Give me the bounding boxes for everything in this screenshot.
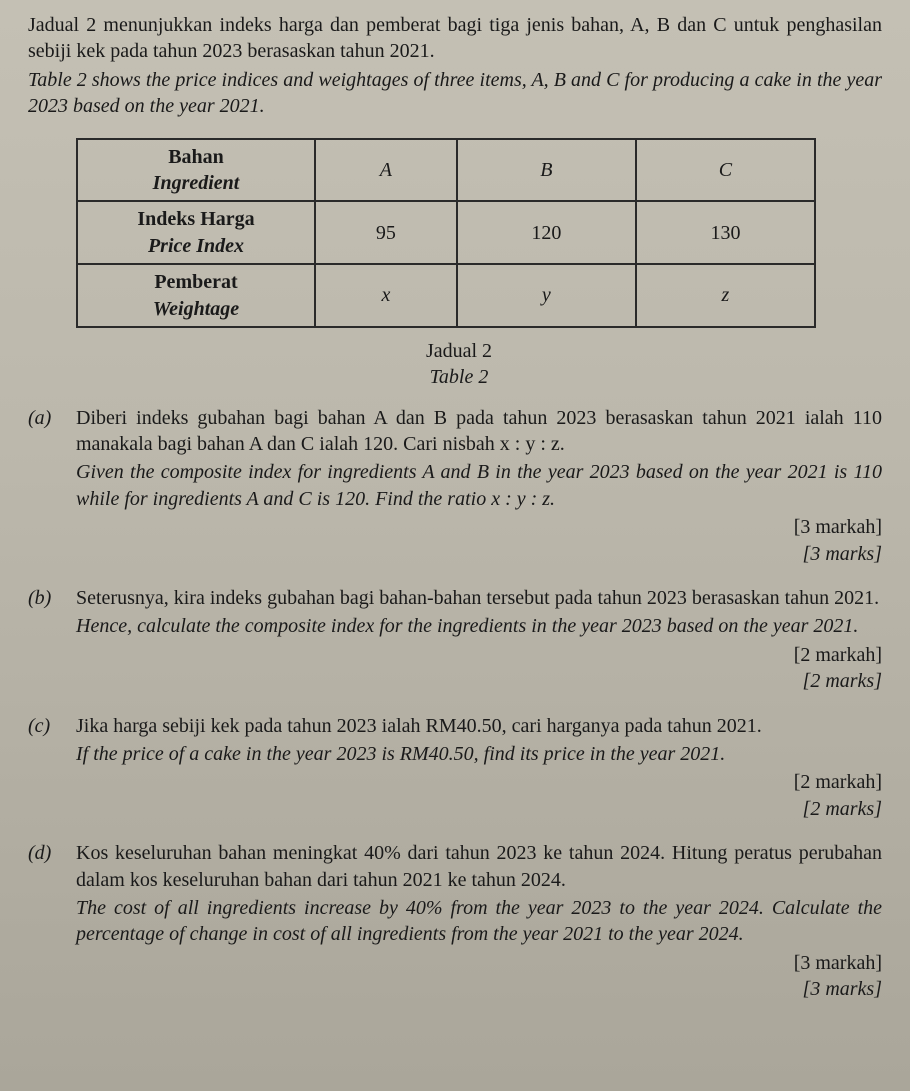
marks-block: [3 markah] [3 marks] <box>76 950 882 1003</box>
question-body: Seterusnya, kira indeks gubahan bagi bah… <box>76 585 882 695</box>
marks-block: [2 markah] [2 marks] <box>76 642 882 695</box>
marks-en: [3 marks] <box>76 976 882 1002</box>
cell-b1: 120 <box>457 201 636 264</box>
question-b: (b) Seterusnya, kira indeks gubahan bagi… <box>28 585 882 695</box>
question-bm: Jika harga sebiji kek pada tahun 2023 ia… <box>76 713 882 739</box>
intro-bm: Jadual 2 menunjukkan indeks harga dan pe… <box>28 12 882 65</box>
question-body: Diberi indeks gubahan bagi bahan A dan B… <box>76 405 882 567</box>
marks-block: [3 markah] [3 marks] <box>76 514 882 567</box>
question-en: The cost of all ingredients increase by … <box>76 895 882 948</box>
question-en: If the price of a cake in the year 2023 … <box>76 741 882 767</box>
row1-head: Indeks Harga Price Index <box>77 201 315 264</box>
header-bm: Bahan <box>86 144 306 170</box>
marks-bm: [3 markah] <box>76 514 882 540</box>
question-label: (a) <box>28 405 76 567</box>
exam-page: Jadual 2 menunjukkan indeks harga dan pe… <box>0 0 910 1091</box>
row1-bm: Indeks Harga <box>86 206 306 232</box>
table-row: Indeks Harga Price Index 95 120 130 <box>77 201 815 264</box>
marks-bm: [2 markah] <box>76 769 882 795</box>
row1-en: Price Index <box>86 233 306 259</box>
table-row: Pemberat Weightage x y z <box>77 264 815 327</box>
caption-en: Table 2 <box>36 364 882 390</box>
col-a: A <box>315 139 457 202</box>
header-en: Ingredient <box>86 170 306 196</box>
question-en: Hence, calculate the composite index for… <box>76 613 882 639</box>
marks-en: [3 marks] <box>76 541 882 567</box>
row2-bm: Pemberat <box>86 269 306 295</box>
marks-en: [2 marks] <box>76 796 882 822</box>
question-label: (d) <box>28 840 76 1002</box>
question-c: (c) Jika harga sebiji kek pada tahun 202… <box>28 713 882 823</box>
marks-bm: [3 markah] <box>76 950 882 976</box>
question-bm: Kos keseluruhan bahan meningkat 40% dari… <box>76 840 882 893</box>
question-label: (b) <box>28 585 76 695</box>
cell-b2: y <box>457 264 636 327</box>
row2-en: Weightage <box>86 296 306 322</box>
col-b: B <box>457 139 636 202</box>
marks-en: [2 marks] <box>76 668 882 694</box>
header-cell: Bahan Ingredient <box>77 139 315 202</box>
cell-a1: 95 <box>315 201 457 264</box>
question-bm: Diberi indeks gubahan bagi bahan A dan B… <box>76 405 882 458</box>
question-d: (d) Kos keseluruhan bahan meningkat 40% … <box>28 840 882 1002</box>
cell-c2: z <box>636 264 815 327</box>
price-index-table: Bahan Ingredient A B C Indeks Harga Pric… <box>76 138 816 328</box>
cell-c1: 130 <box>636 201 815 264</box>
question-body: Jika harga sebiji kek pada tahun 2023 ia… <box>76 713 882 823</box>
question-body: Kos keseluruhan bahan meningkat 40% dari… <box>76 840 882 1002</box>
marks-block: [2 markah] [2 marks] <box>76 769 882 822</box>
marks-bm: [2 markah] <box>76 642 882 668</box>
question-label: (c) <box>28 713 76 823</box>
cell-a2: x <box>315 264 457 327</box>
row2-head: Pemberat Weightage <box>77 264 315 327</box>
caption-bm: Jadual 2 <box>36 338 882 364</box>
col-c: C <box>636 139 815 202</box>
intro-en: Table 2 shows the price indices and weig… <box>28 67 882 120</box>
table-row: Bahan Ingredient A B C <box>77 139 815 202</box>
question-en: Given the composite index for ingredient… <box>76 459 882 512</box>
question-list: (a) Diberi indeks gubahan bagi bahan A d… <box>28 405 882 1003</box>
intro-block: Jadual 2 menunjukkan indeks harga dan pe… <box>28 12 882 120</box>
question-a: (a) Diberi indeks gubahan bagi bahan A d… <box>28 405 882 567</box>
question-bm: Seterusnya, kira indeks gubahan bagi bah… <box>76 585 882 611</box>
table-wrap: Bahan Ingredient A B C Indeks Harga Pric… <box>76 138 882 391</box>
table-caption: Jadual 2 Table 2 <box>36 338 882 391</box>
